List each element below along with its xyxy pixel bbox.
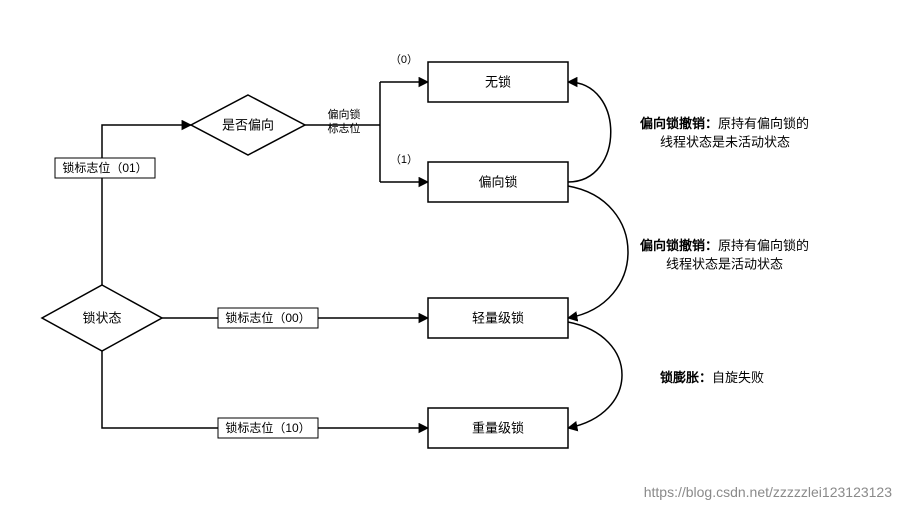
edge-lockstate-to-isbiased — [102, 125, 191, 285]
annotation-2-line2: 线程状态是活动状态 — [666, 257, 783, 272]
node-lock-state-label: 锁状态 — [82, 311, 121, 326]
annotation-1-line1: 偏向锁撤销：原持有偏向锁的 — [640, 116, 809, 131]
edge-label-flag00: 锁标志位（00） — [225, 310, 310, 325]
edge-label-flag01: 锁标志位（01） — [62, 160, 147, 175]
watermark: https://blog.csdn.net/zzzzzlei123123123 — [644, 484, 892, 500]
annotation-2-line1: 偏向锁撤销：原持有偏向锁的 — [640, 238, 809, 253]
edge-label-flag10: 锁标志位（10） — [225, 420, 310, 435]
edge-label-zero: （0） — [390, 53, 418, 66]
node-biased-lock-label: 偏向锁 — [478, 175, 517, 190]
node-light-lock-label: 轻量级锁 — [472, 311, 524, 326]
node-heavy-lock-label: 重量级锁 — [472, 421, 524, 436]
node-no-lock-label: 无锁 — [485, 75, 511, 90]
edge-label-biasflag-l1: 偏向锁 — [328, 107, 361, 121]
edge-label-biasflag-l2: 标志位 — [328, 121, 361, 135]
annotation-1-line2: 线程状态是未活动状态 — [660, 135, 790, 150]
annotation-3: 锁膨胀：自旋失败 — [660, 370, 764, 385]
edge-lockstate-to-heavylock — [102, 351, 428, 428]
node-is-biased-label: 是否偏向 — [222, 118, 274, 133]
arc-light-to-heavy — [568, 322, 622, 428]
arc-biased-to-nolock — [568, 82, 611, 182]
edge-label-one: （1） — [390, 153, 418, 166]
arc-biased-to-light — [568, 186, 628, 318]
